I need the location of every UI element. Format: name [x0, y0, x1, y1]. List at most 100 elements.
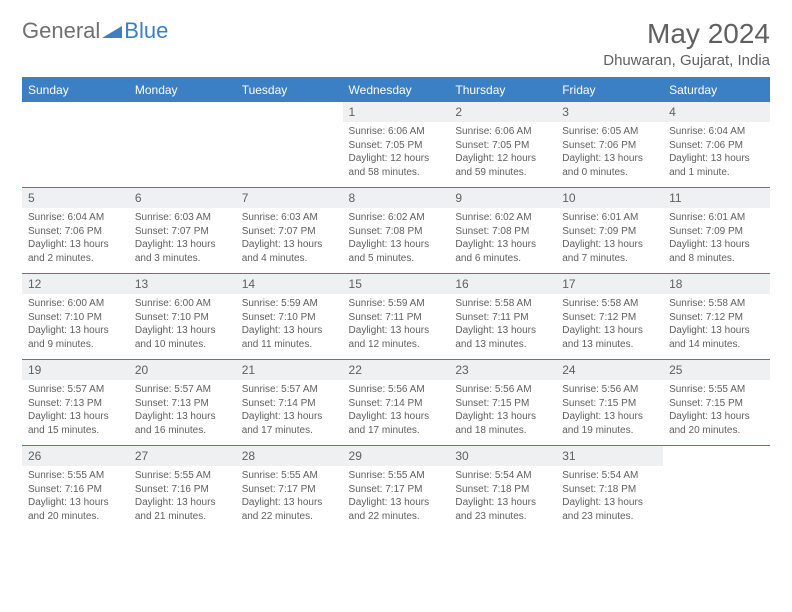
day-data: Sunrise: 6:06 AMSunset: 7:05 PMDaylight:…	[343, 122, 450, 183]
sunset-text: Sunset: 7:10 PM	[135, 311, 230, 325]
day-number: 27	[129, 445, 236, 466]
day-number: 18	[663, 273, 770, 294]
calendar-head: SundayMondayTuesdayWednesdayThursdayFrid…	[22, 78, 770, 101]
day-data: Sunrise: 6:01 AMSunset: 7:09 PMDaylight:…	[556, 208, 663, 269]
sunrise-text: Sunrise: 5:55 AM	[349, 469, 444, 483]
calendar-cell: 25Sunrise: 5:55 AMSunset: 7:15 PMDayligh…	[663, 359, 770, 445]
sunrise-text: Sunrise: 5:55 AM	[28, 469, 123, 483]
calendar-cell: 22Sunrise: 5:56 AMSunset: 7:14 PMDayligh…	[343, 359, 450, 445]
sunrise-text: Sunrise: 6:02 AM	[349, 211, 444, 225]
sunset-text: Sunset: 7:06 PM	[562, 139, 657, 153]
sunrise-text: Sunrise: 6:06 AM	[349, 125, 444, 139]
day-number: 31	[556, 445, 663, 466]
day-number: 12	[22, 273, 129, 294]
title-block: May 2024 Dhuwaran, Gujarat, India	[603, 18, 770, 69]
calendar-row: 12Sunrise: 6:00 AMSunset: 7:10 PMDayligh…	[22, 273, 770, 359]
sunrise-text: Sunrise: 6:05 AM	[562, 125, 657, 139]
daylight-text: Daylight: 13 hours and 17 minutes.	[242, 410, 337, 437]
calendar-cell: 1Sunrise: 6:06 AMSunset: 7:05 PMDaylight…	[343, 101, 450, 187]
day-number: 17	[556, 273, 663, 294]
calendar-cell: 14Sunrise: 5:59 AMSunset: 7:10 PMDayligh…	[236, 273, 343, 359]
sunrise-text: Sunrise: 5:56 AM	[455, 383, 550, 397]
daylight-text: Daylight: 13 hours and 0 minutes.	[562, 152, 657, 179]
daylight-text: Daylight: 13 hours and 23 minutes.	[562, 496, 657, 523]
day-number: 5	[22, 187, 129, 208]
day-number: 2	[449, 101, 556, 122]
day-number: 1	[343, 101, 450, 122]
calendar-table: SundayMondayTuesdayWednesdayThursdayFrid…	[22, 77, 770, 531]
daylight-text: Daylight: 12 hours and 59 minutes.	[455, 152, 550, 179]
day-number	[129, 101, 236, 121]
day-data: Sunrise: 6:01 AMSunset: 7:09 PMDaylight:…	[663, 208, 770, 269]
day-number: 6	[129, 187, 236, 208]
calendar-cell: 18Sunrise: 5:58 AMSunset: 7:12 PMDayligh…	[663, 273, 770, 359]
day-data: Sunrise: 6:00 AMSunset: 7:10 PMDaylight:…	[22, 294, 129, 355]
calendar-cell: 3Sunrise: 6:05 AMSunset: 7:06 PMDaylight…	[556, 101, 663, 187]
daylight-text: Daylight: 13 hours and 14 minutes.	[669, 324, 764, 351]
day-data: Sunrise: 6:04 AMSunset: 7:06 PMDaylight:…	[663, 122, 770, 183]
calendar-row: 26Sunrise: 5:55 AMSunset: 7:16 PMDayligh…	[22, 445, 770, 531]
calendar-body: 1Sunrise: 6:06 AMSunset: 7:05 PMDaylight…	[22, 101, 770, 531]
daylight-text: Daylight: 13 hours and 22 minutes.	[349, 496, 444, 523]
daylight-text: Daylight: 13 hours and 15 minutes.	[28, 410, 123, 437]
sunset-text: Sunset: 7:06 PM	[669, 139, 764, 153]
day-number: 16	[449, 273, 556, 294]
day-number: 19	[22, 359, 129, 380]
sunset-text: Sunset: 7:11 PM	[349, 311, 444, 325]
day-number: 4	[663, 101, 770, 122]
daylight-text: Daylight: 13 hours and 22 minutes.	[242, 496, 337, 523]
sunrise-text: Sunrise: 5:56 AM	[562, 383, 657, 397]
logo-text-general: General	[22, 18, 100, 44]
sunrise-text: Sunrise: 5:59 AM	[242, 297, 337, 311]
day-data: Sunrise: 5:56 AMSunset: 7:15 PMDaylight:…	[556, 380, 663, 441]
sunrise-text: Sunrise: 5:58 AM	[669, 297, 764, 311]
logo: General Blue	[22, 18, 168, 44]
day-data: Sunrise: 6:00 AMSunset: 7:10 PMDaylight:…	[129, 294, 236, 355]
day-number	[236, 101, 343, 121]
day-number	[663, 445, 770, 465]
sunrise-text: Sunrise: 6:00 AM	[28, 297, 123, 311]
day-data: Sunrise: 5:58 AMSunset: 7:12 PMDaylight:…	[663, 294, 770, 355]
day-data: Sunrise: 5:54 AMSunset: 7:18 PMDaylight:…	[556, 466, 663, 527]
calendar-cell: 16Sunrise: 5:58 AMSunset: 7:11 PMDayligh…	[449, 273, 556, 359]
sunrise-text: Sunrise: 6:06 AM	[455, 125, 550, 139]
day-data: Sunrise: 6:04 AMSunset: 7:06 PMDaylight:…	[22, 208, 129, 269]
day-number: 30	[449, 445, 556, 466]
day-data: Sunrise: 5:57 AMSunset: 7:13 PMDaylight:…	[22, 380, 129, 441]
sunset-text: Sunset: 7:05 PM	[349, 139, 444, 153]
calendar-cell	[663, 445, 770, 531]
calendar-cell: 2Sunrise: 6:06 AMSunset: 7:05 PMDaylight…	[449, 101, 556, 187]
calendar-cell: 10Sunrise: 6:01 AMSunset: 7:09 PMDayligh…	[556, 187, 663, 273]
sunrise-text: Sunrise: 6:04 AM	[28, 211, 123, 225]
day-number: 11	[663, 187, 770, 208]
sunrise-text: Sunrise: 6:03 AM	[242, 211, 337, 225]
daylight-text: Daylight: 13 hours and 2 minutes.	[28, 238, 123, 265]
daylight-text: Daylight: 13 hours and 17 minutes.	[349, 410, 444, 437]
day-data: Sunrise: 5:56 AMSunset: 7:14 PMDaylight:…	[343, 380, 450, 441]
calendar-cell: 17Sunrise: 5:58 AMSunset: 7:12 PMDayligh…	[556, 273, 663, 359]
sunset-text: Sunset: 7:16 PM	[135, 483, 230, 497]
calendar-cell: 12Sunrise: 6:00 AMSunset: 7:10 PMDayligh…	[22, 273, 129, 359]
calendar-cell: 8Sunrise: 6:02 AMSunset: 7:08 PMDaylight…	[343, 187, 450, 273]
sunrise-text: Sunrise: 5:54 AM	[562, 469, 657, 483]
day-number: 3	[556, 101, 663, 122]
daylight-text: Daylight: 13 hours and 23 minutes.	[455, 496, 550, 523]
calendar-cell: 9Sunrise: 6:02 AMSunset: 7:08 PMDaylight…	[449, 187, 556, 273]
calendar-cell: 30Sunrise: 5:54 AMSunset: 7:18 PMDayligh…	[449, 445, 556, 531]
sunset-text: Sunset: 7:06 PM	[28, 225, 123, 239]
daylight-text: Daylight: 13 hours and 13 minutes.	[455, 324, 550, 351]
day-number: 20	[129, 359, 236, 380]
weekday-header: Tuesday	[236, 78, 343, 101]
daylight-text: Daylight: 12 hours and 58 minutes.	[349, 152, 444, 179]
sunset-text: Sunset: 7:13 PM	[28, 397, 123, 411]
day-number: 24	[556, 359, 663, 380]
day-number: 9	[449, 187, 556, 208]
logo-text-blue: Blue	[124, 18, 168, 44]
calendar-cell: 19Sunrise: 5:57 AMSunset: 7:13 PMDayligh…	[22, 359, 129, 445]
day-number: 10	[556, 187, 663, 208]
sunset-text: Sunset: 7:12 PM	[562, 311, 657, 325]
calendar-row: 1Sunrise: 6:06 AMSunset: 7:05 PMDaylight…	[22, 101, 770, 187]
sunrise-text: Sunrise: 5:57 AM	[242, 383, 337, 397]
day-data: Sunrise: 6:05 AMSunset: 7:06 PMDaylight:…	[556, 122, 663, 183]
daylight-text: Daylight: 13 hours and 5 minutes.	[349, 238, 444, 265]
